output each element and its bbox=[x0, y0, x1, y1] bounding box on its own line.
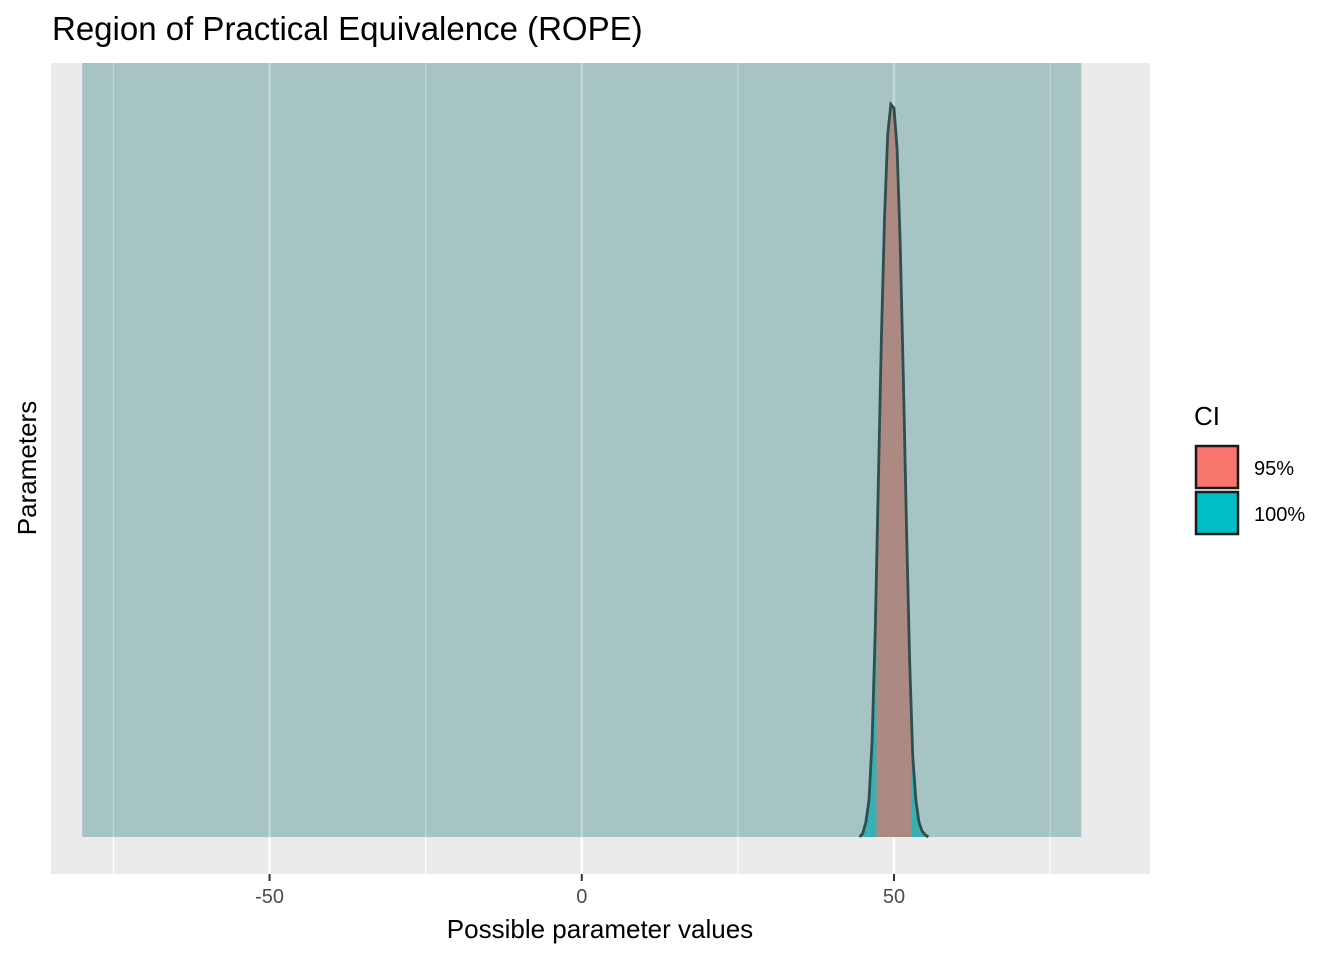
density-outline bbox=[858, 100, 930, 839]
legend: CI 95% 100% bbox=[1194, 401, 1305, 536]
chart-title: Region of Practical Equivalence (ROPE) bbox=[52, 10, 643, 47]
x-tick-label: -50 bbox=[255, 886, 284, 908]
legend-label-95: 95% bbox=[1254, 458, 1294, 480]
x-axis-title: Possible parameter values bbox=[447, 914, 753, 944]
legend-label-100: 100% bbox=[1254, 504, 1305, 526]
legend-key-95 bbox=[1194, 444, 1240, 490]
legend-key-100 bbox=[1194, 490, 1240, 536]
x-tick-label: 0 bbox=[576, 886, 587, 908]
x-tick-label: 50 bbox=[883, 886, 905, 908]
y-axis-title: Parameters bbox=[12, 401, 42, 535]
x-axis: -50 0 50 bbox=[255, 874, 905, 908]
minor-gridlines-over-rope bbox=[112, 63, 1051, 837]
rope-band bbox=[82, 63, 1082, 837]
density-fill-95 bbox=[876, 104, 912, 837]
legend-title: CI bbox=[1194, 401, 1220, 431]
